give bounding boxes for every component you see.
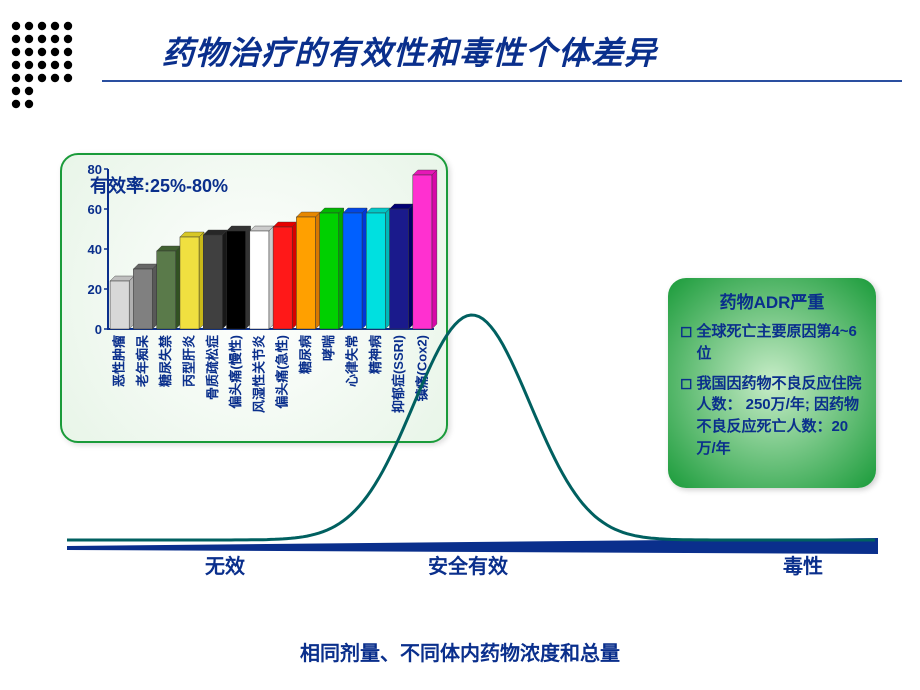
bullet-icon: ◻: [680, 373, 692, 460]
curve-label-toxic: 毒性: [783, 550, 823, 579]
footer-text: 相同剂量、不同体内药物浓度和总量: [0, 637, 920, 666]
adr-text-1: 全球死亡主要原因第4~6 位: [696, 321, 864, 365]
efficacy-label: 有效率:25%-80%: [90, 172, 228, 198]
adr-text-2: 我国因药物不良反应住院人数： 250万/年; 因药物不良反应死亡人数：20万/年: [696, 373, 864, 460]
adr-item-1: ◻ 全球死亡主要原因第4~6 位: [680, 321, 864, 365]
title-underline: [102, 80, 902, 82]
curve-label-ineffective: 无效: [205, 550, 245, 579]
svg-text:60: 60: [88, 202, 102, 217]
adr-item-2: ◻ 我国因药物不良反应住院人数： 250万/年; 因药物不良反应死亡人数：20万…: [680, 373, 864, 460]
page-title: 药物治疗的有效性和毒性个体差异: [162, 28, 657, 74]
bullet-icon: ◻: [680, 321, 692, 365]
dot-pattern: [8, 18, 98, 118]
svg-text:40: 40: [88, 242, 102, 257]
curve-label-safe: 安全有效: [428, 550, 508, 579]
adr-panel: 药物ADR严重 ◻ 全球死亡主要原因第4~6 位 ◻ 我国因药物不良反应住院人数…: [668, 278, 876, 488]
adr-title: 药物ADR严重: [680, 288, 864, 313]
